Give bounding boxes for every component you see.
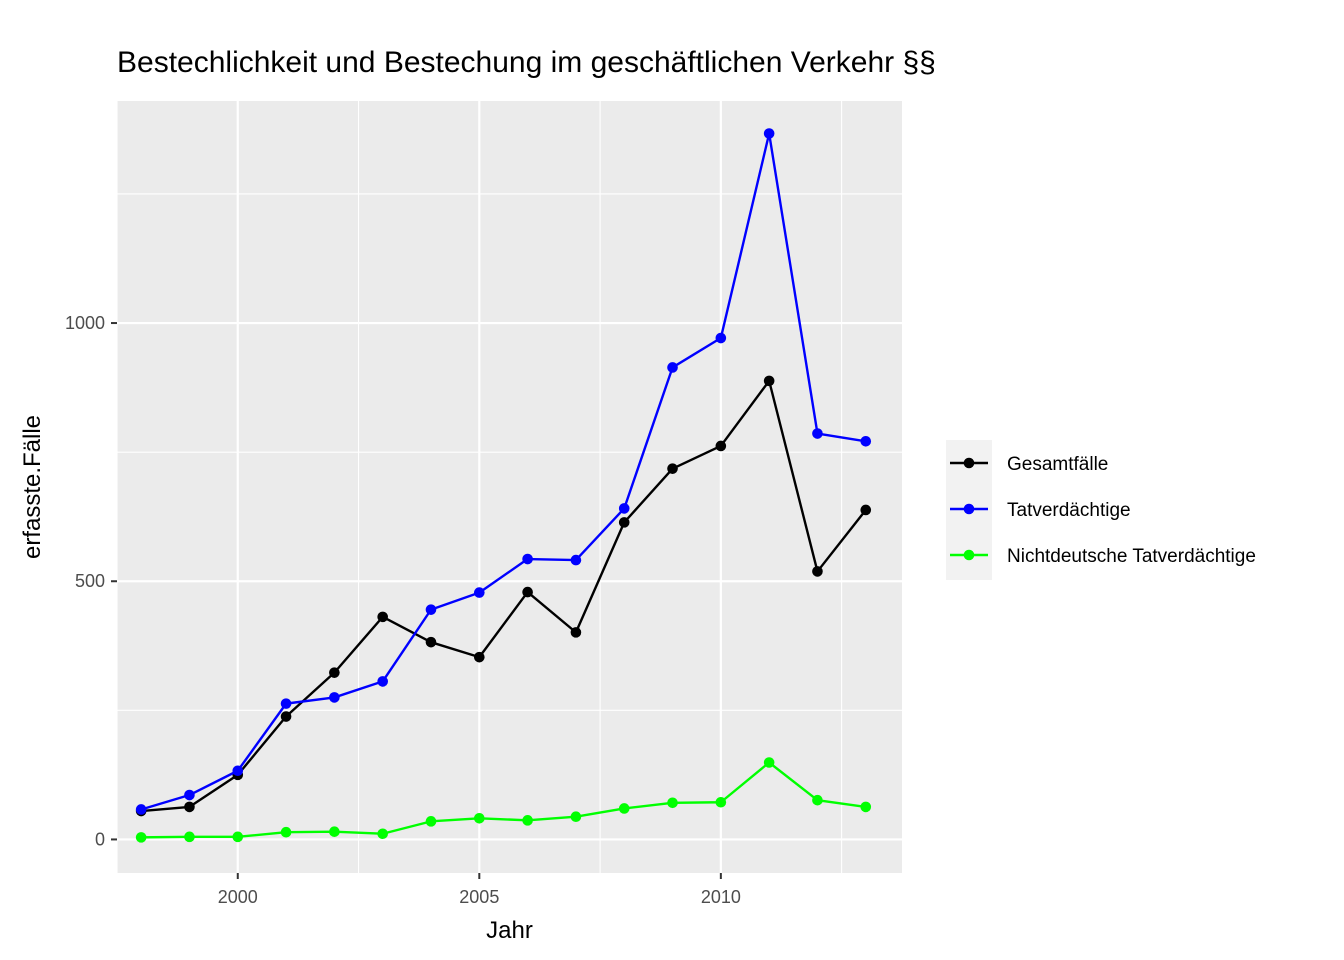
data-point: [377, 828, 388, 840]
data-point: [280, 826, 292, 838]
data-point: [618, 517, 630, 528]
data-point: [474, 812, 485, 824]
y-tick-label: 500: [75, 571, 105, 591]
data-point: [570, 627, 582, 638]
x-tick-label: 2000: [218, 887, 258, 907]
data-point: [522, 586, 533, 598]
legend-entry: Gesamtfälle: [950, 454, 1108, 475]
data-point: [184, 789, 195, 801]
data-point: [425, 636, 437, 648]
data-point: [425, 604, 437, 615]
data-point: [763, 128, 775, 139]
data-point: [570, 811, 582, 823]
data-point: [812, 566, 823, 577]
data-point: [135, 804, 147, 815]
series-2: [135, 128, 872, 815]
data-point: [232, 831, 244, 843]
data-point: [860, 435, 872, 447]
data-point: [812, 794, 823, 806]
data-point: [329, 826, 340, 837]
data-point: [860, 504, 872, 516]
x-tick-label: 2010: [701, 887, 741, 907]
axes: 2000 2005 2010 0 500 1000: [65, 313, 741, 907]
series-3: [135, 757, 872, 843]
data-point: [618, 503, 630, 514]
y-tick-label: 1000: [65, 313, 105, 333]
data-point: [667, 797, 678, 809]
legend-label: Tatverdächtige: [1007, 500, 1131, 521]
data-point: [570, 554, 582, 566]
data-point: [377, 676, 388, 687]
legend: Gesamtfälle Tatverdächtige Nichtdeutsche T…: [946, 440, 1256, 580]
data-point: [667, 362, 678, 373]
data-point: [377, 611, 388, 623]
data-point: [184, 801, 195, 813]
data-point: [184, 831, 195, 843]
data-point: [329, 667, 340, 678]
major-gridlines: [117, 101, 902, 873]
x-tick-label: 2005: [459, 887, 499, 907]
series-line: [141, 379, 867, 813]
data-point: [135, 832, 147, 843]
data-point: [715, 796, 727, 808]
series-line: [140, 132, 866, 811]
legend-key-point: [963, 457, 975, 469]
chart-title-line-1: Bestechlichkeit und Bestechung im geschä…: [117, 46, 936, 79]
legend-label: Nichtdeutsche Tatverdächtige: [1007, 546, 1256, 567]
legend-entry: Tatverdächtige: [950, 500, 1131, 521]
data-point: [618, 803, 630, 814]
data-point: [667, 463, 678, 474]
y-axis-label: erfasste.Fälle: [19, 415, 46, 559]
data-point: [474, 651, 485, 663]
minor-gridlines: [116, 101, 902, 873]
y-tick-label: 0: [95, 829, 105, 849]
data-point: [425, 816, 437, 827]
data-point: [715, 332, 727, 344]
legend-key-point: [963, 549, 975, 561]
data-point: [522, 815, 533, 826]
data-point: [860, 801, 872, 813]
series-line: [141, 761, 866, 839]
data-point: [763, 757, 775, 768]
legend-entry: Nichtdeutsche Tatverdächtige: [950, 546, 1256, 567]
data-point: [280, 711, 292, 722]
data-point: [812, 428, 823, 439]
series-layer: [135, 128, 872, 843]
legend-label: Gesamtfälle: [1007, 454, 1108, 475]
data-point: [522, 553, 533, 565]
data-point: [715, 440, 727, 452]
data-point: [474, 587, 485, 598]
data-point: [232, 765, 244, 777]
data-point: [329, 692, 340, 703]
data-point: [280, 698, 292, 709]
plot-panel: [117, 101, 902, 873]
data-point: [763, 375, 775, 387]
x-axis-label: Jahr: [486, 917, 533, 944]
legend-key-point: [963, 503, 975, 515]
